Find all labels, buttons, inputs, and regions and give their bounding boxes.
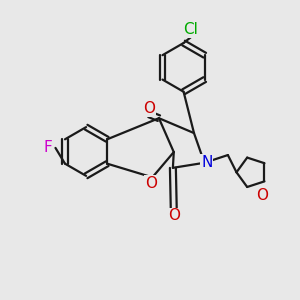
Text: Cl: Cl <box>184 22 199 37</box>
Text: N: N <box>201 155 212 170</box>
Text: O: O <box>168 208 180 224</box>
Text: O: O <box>143 101 155 116</box>
Text: O: O <box>145 176 157 191</box>
Text: O: O <box>256 188 268 203</box>
Text: F: F <box>44 140 52 155</box>
